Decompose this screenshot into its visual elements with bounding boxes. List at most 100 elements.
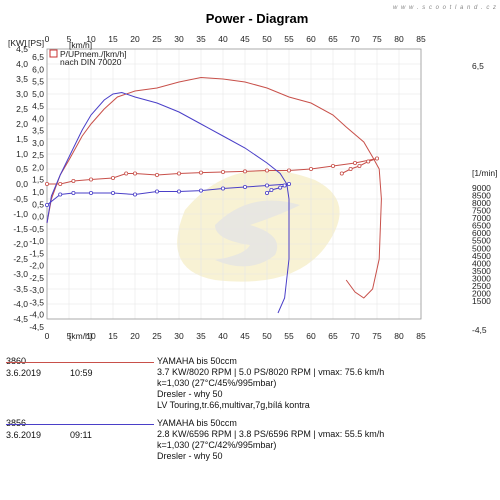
run-3860-line-2: 3.7 KW/8020 RPM | 5.0 PS/8020 RPM | vmax…: [157, 367, 385, 377]
x-tick-label-bottom: 30: [174, 331, 184, 341]
rpm-tick-label: 8000: [472, 198, 491, 208]
ps-tick-label: 0,0: [32, 212, 44, 222]
ps-tick-label: 5,5: [32, 77, 44, 87]
rpm-tick-label: 3500: [472, 266, 491, 276]
run-3860-line-1: YAMAHA bis 50ccm: [157, 356, 237, 366]
series-1-point: [308, 166, 313, 171]
rpm-tick-label: 1500: [472, 296, 491, 306]
annotation-line: nach DIN 70020: [60, 57, 122, 67]
series-1-point: [264, 168, 269, 173]
x-tick-label-bottom: 85: [416, 331, 426, 341]
ps-tick-label: -2,0: [29, 261, 44, 271]
series-1-point: [45, 181, 50, 186]
kw-tick-label: -0,5: [13, 194, 28, 204]
series-3-point: [89, 190, 94, 195]
series-1-point: [352, 160, 357, 165]
kw-tick-label: 0,0: [16, 179, 28, 189]
x-tick-label-top: 65: [328, 34, 338, 44]
logo-s-shape: [215, 200, 300, 267]
ps-tick-label: -3,0: [29, 285, 44, 295]
x-tick-label-bottom: 55: [284, 331, 294, 341]
rpm-tick-label: 3000: [472, 273, 491, 283]
kw-tick-label: -3,5: [13, 284, 28, 294]
run-3860-date: 3.6.2019: [6, 368, 42, 378]
x-tick-label-top: 75: [372, 34, 382, 44]
ps-tick-label: 1,5: [32, 175, 44, 185]
kw-tick-label: 4,0: [16, 59, 28, 69]
ps-tick-label: 0,5: [32, 199, 44, 209]
run-3860-id: 3860: [6, 356, 27, 366]
series-1-point: [154, 172, 159, 177]
rpm-tick-label: 5000: [472, 243, 491, 253]
series-3-point: [71, 190, 76, 195]
x-tick-label-bottom: 40: [218, 331, 228, 341]
rpm-tick-label: 2000: [472, 288, 491, 298]
series-0-power-line: [46, 76, 382, 299]
right-axis-bottom-label: -4,5: [472, 325, 487, 335]
ps-tick-label: 3,5: [32, 126, 44, 136]
kw-tick-label: 0,5: [16, 164, 28, 174]
x-tick-label-bottom: 5: [67, 331, 72, 341]
kw-tick-label: 4,5: [16, 44, 28, 54]
series-3-point: [264, 183, 269, 188]
background-logo: [177, 170, 340, 282]
ps-tick-label: 4,0: [32, 113, 44, 123]
ps-tick-label: -3,5: [29, 297, 44, 307]
logo-blob: [177, 170, 340, 282]
rpm-tick-label: 2500: [472, 281, 491, 291]
series-1-point: [176, 171, 181, 176]
ps-tick-label: -1,5: [29, 248, 44, 258]
ps-tick-label: -2,5: [29, 273, 44, 283]
x-tick-label-top: 70: [350, 34, 360, 44]
series-1-point: [220, 169, 225, 174]
series-3-point: [286, 181, 291, 186]
series-3-point: [111, 190, 116, 195]
kw-tick-label: 1,0: [16, 149, 28, 159]
x-tick-label-bottom: 15: [108, 331, 118, 341]
series-3-point: [198, 188, 203, 193]
x-tick-label-bottom: 35: [196, 331, 206, 341]
series-3-point: [264, 190, 269, 195]
run-3860-line-5: LV Touring,tr.66,multivar,7g,bílá kontra: [157, 400, 310, 410]
kw-tick-label: -4,5: [13, 314, 28, 324]
kw-tick-label: 1,5: [16, 134, 28, 144]
kw-tick-label: -4,0: [13, 299, 28, 309]
ps-tick-label: -4,0: [29, 310, 44, 320]
right-axis-top-label: 6,5: [472, 61, 484, 71]
run-3860-line: [6, 362, 154, 363]
rpm-tick-label: 5500: [472, 236, 491, 246]
rpm-tick-label: 7500: [472, 206, 491, 216]
run-3856-line-1: YAMAHA bis 50ccm: [157, 418, 237, 428]
series-1-point: [198, 170, 203, 175]
series-3-point: [176, 189, 181, 194]
x-tick-label-bottom: 45: [240, 331, 250, 341]
series-3-point: [154, 189, 159, 194]
x-tick-label-bottom: 0: [45, 331, 50, 341]
annotation-line: P/UPmem./[km/h]: [60, 49, 127, 59]
series-1-point: [357, 163, 362, 168]
ps-tick-label: -1,0: [29, 236, 44, 246]
x-tick-label-top: 35: [196, 34, 206, 44]
ps-axis-label: [PS]: [28, 38, 44, 48]
x-tick-label-top: 55: [284, 34, 294, 44]
kw-tick-label: -1,5: [13, 224, 28, 234]
series-3-point: [282, 183, 287, 188]
x-tick-label-bottom: 65: [328, 331, 338, 341]
series-1-point: [124, 171, 129, 176]
series-3-point: [132, 192, 137, 197]
x-tick-label-bottom: 20: [130, 331, 140, 341]
series-1-point: [132, 171, 137, 176]
rpm-tick-label: 8500: [472, 191, 491, 201]
x-tick-label-bottom: 10: [86, 331, 96, 341]
run-3856-line: [6, 424, 154, 425]
ps-tick-label: -0,5: [29, 224, 44, 234]
series-1-point: [242, 169, 247, 174]
x-tick-label-top: 80: [394, 34, 404, 44]
series-1-rpm-line: [47, 158, 378, 185]
series-3-point: [58, 192, 63, 197]
x-tick-label-bottom: 75: [372, 331, 382, 341]
rpm-tick-label: 6000: [472, 228, 491, 238]
run-3856-line-3: k=1,030 (27°C/42%/995mbar): [157, 440, 277, 450]
x-tick-label-bottom: 80: [394, 331, 404, 341]
